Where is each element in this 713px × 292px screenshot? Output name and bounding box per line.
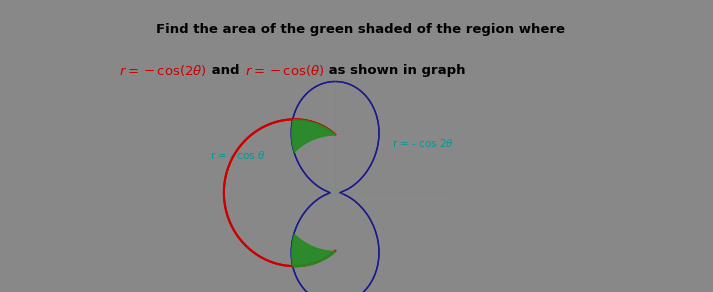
- Text: as shown in graph: as shown in graph: [324, 64, 466, 77]
- Text: r = - cos 2$\theta$: r = - cos 2$\theta$: [392, 137, 454, 149]
- Text: Find the area of the green shaded of the region where: Find the area of the green shaded of the…: [155, 23, 565, 36]
- Text: and: and: [207, 64, 245, 77]
- Text: $r = -\cos(2\theta)$: $r = -\cos(2\theta)$: [119, 62, 207, 78]
- Text: r = - cos $\theta$: r = - cos $\theta$: [210, 149, 266, 161]
- Text: $r = -\cos(\theta)$: $r = -\cos(\theta)$: [245, 62, 324, 78]
